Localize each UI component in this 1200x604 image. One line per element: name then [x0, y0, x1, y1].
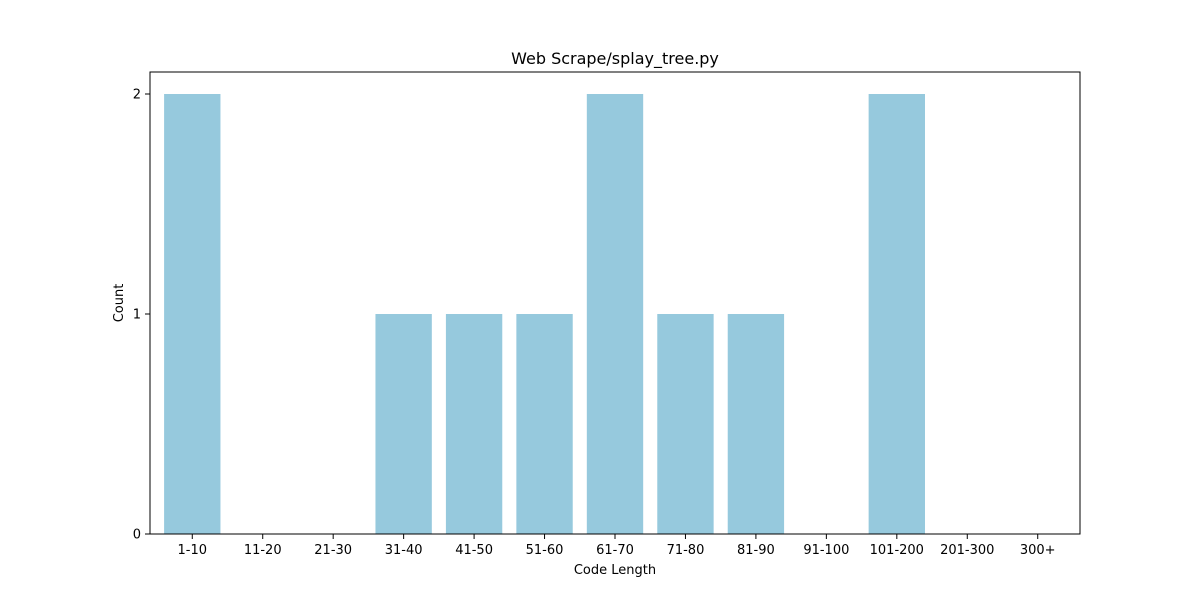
chart-title: Web Scrape/splay_tree.py — [511, 49, 719, 69]
bar-31-40 — [375, 314, 432, 534]
bar-51-60 — [516, 314, 573, 534]
x-tick-label: 101-200 — [870, 543, 924, 558]
y-axis: 0 1 2 — [133, 88, 150, 543]
bar-101-200 — [868, 94, 925, 534]
x-tick-label: 21-30 — [314, 543, 352, 558]
bars-layer — [164, 94, 925, 534]
y-tick-label: 1 — [133, 308, 141, 323]
y-tick-label: 2 — [133, 88, 141, 103]
x-tick-label: 31-40 — [385, 543, 423, 558]
x-tick-label: 71-80 — [667, 543, 705, 558]
x-axis-label: Code Length — [574, 563, 656, 578]
bar-71-80 — [657, 314, 714, 534]
x-tick-label: 51-60 — [526, 543, 564, 558]
x-tick-label: 201-300 — [940, 543, 994, 558]
x-axis: 1-10 11-20 21-30 31-40 41-50 51-60 61-70 71-80 8… — [178, 534, 1056, 558]
bar-1-10 — [164, 94, 221, 534]
x-tick-label: 1-10 — [178, 543, 208, 558]
x-tick-label: 300+ — [1020, 543, 1056, 558]
x-tick-label: 81-90 — [737, 543, 775, 558]
y-tick-label: 0 — [133, 528, 141, 543]
bar-61-70 — [586, 94, 644, 534]
x-tick-label: 61-70 — [596, 543, 634, 558]
bar-81-90 — [727, 314, 785, 534]
y-axis-label: Count — [112, 284, 127, 323]
x-tick-label: 41-50 — [455, 543, 493, 558]
x-tick-label: 91-100 — [803, 543, 849, 558]
x-tick-label: 11-20 — [244, 543, 282, 558]
bar-41-50 — [445, 314, 503, 534]
